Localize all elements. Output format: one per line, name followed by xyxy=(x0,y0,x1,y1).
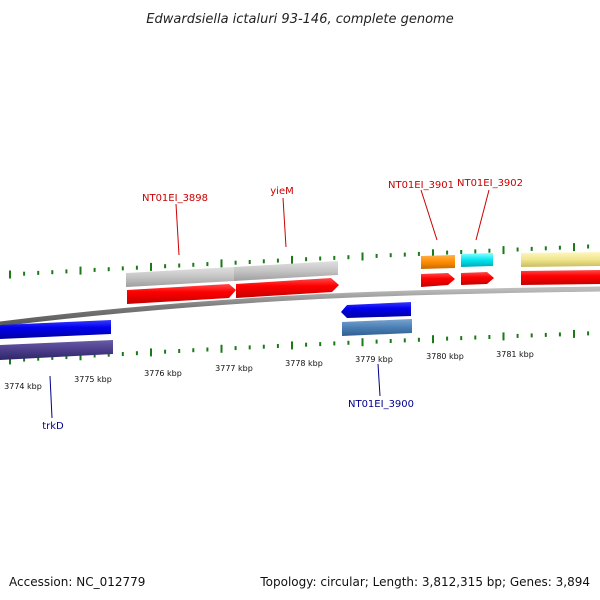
feature-orange[interactable] xyxy=(421,255,455,269)
leader-NT01EI_3901 xyxy=(421,190,437,240)
genome-backbone xyxy=(0,289,600,324)
gene-label-trkD[interactable]: trkD xyxy=(42,421,64,432)
scale-label-3777: 3777 kbp xyxy=(215,364,253,373)
leader-NT01EI_3898 xyxy=(176,204,179,255)
gene-label-NT01EI_3898[interactable]: NT01EI_3898 xyxy=(142,193,208,204)
feature-purple[interactable] xyxy=(0,340,113,360)
leader-NT01EI_3900 xyxy=(378,364,380,396)
gene-arrow-NT01EI_3900[interactable] xyxy=(341,302,411,318)
feature-grey-1[interactable] xyxy=(126,267,234,287)
feature-cyan[interactable] xyxy=(461,253,493,267)
feature-khaki[interactable] xyxy=(521,252,600,267)
gene-label-NT01EI_3900[interactable]: NT01EI_3900 xyxy=(348,399,414,410)
gene-label-yieM[interactable]: yieM xyxy=(270,186,293,197)
gene-arrow-offscreen[interactable] xyxy=(521,270,600,285)
leader-NT01EI_3902 xyxy=(476,190,489,240)
accession-text: Accession: NC_012779 xyxy=(9,575,145,589)
leader-trkD xyxy=(50,376,52,418)
scale-label-3781: 3781 kbp xyxy=(496,350,534,359)
gene-arrow-NT01EI_3901[interactable] xyxy=(421,273,455,287)
scale-label-3778: 3778 kbp xyxy=(285,359,323,368)
scale-label-3775: 3775 kbp xyxy=(74,375,112,384)
feature-steelblue[interactable] xyxy=(342,319,412,336)
scale-label-3776: 3776 kbp xyxy=(144,369,182,378)
gene-labels: NT01EI_3898 yieM NT01EI_3901 NT01EI_3902… xyxy=(42,178,523,432)
map-title: Edwardsiella ictaluri 93-146, complete g… xyxy=(146,12,453,27)
gene-label-NT01EI_3901[interactable]: NT01EI_3901 xyxy=(388,180,454,191)
topology-text: Topology: circular; Length: 3,812,315 bp… xyxy=(259,575,590,589)
scale-label-3780: 3780 kbp xyxy=(426,352,464,361)
leader-yieM xyxy=(283,198,286,247)
gene-label-NT01EI_3902[interactable]: NT01EI_3902 xyxy=(457,178,523,189)
label-leaders xyxy=(50,190,489,418)
gene-arrow-NT01EI_3902[interactable] xyxy=(461,272,494,285)
scale-labels: 3774 kbp 3775 kbp 3776 kbp 3777 kbp 3778… xyxy=(4,350,534,391)
reverse-genes xyxy=(0,302,412,360)
scale-label-3779: 3779 kbp xyxy=(355,355,393,364)
scale-label-3774: 3774 kbp xyxy=(4,382,42,391)
